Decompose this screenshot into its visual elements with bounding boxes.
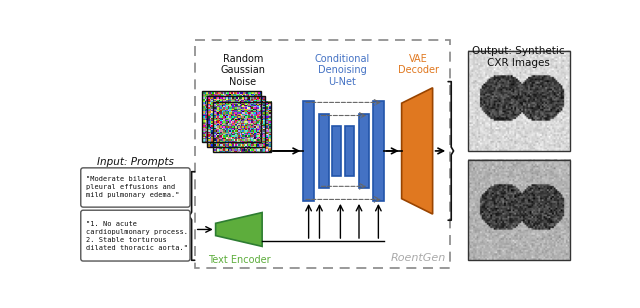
Bar: [207, 96, 265, 147]
Bar: [212, 102, 271, 152]
FancyBboxPatch shape: [81, 210, 190, 261]
Text: Text Encoder: Text Encoder: [207, 255, 270, 265]
Polygon shape: [216, 213, 262, 246]
Text: Output: Synthetic
CXR Images: Output: Synthetic CXR Images: [472, 46, 565, 68]
Bar: [303, 101, 314, 201]
Bar: [467, 160, 570, 260]
Text: Input: Prompts: Input: Prompts: [97, 157, 174, 167]
Bar: [359, 114, 369, 188]
FancyBboxPatch shape: [81, 168, 190, 207]
Text: "Moderate bilateral
pleural effusions and
mild pulmonary edema.": "Moderate bilateral pleural effusions an…: [86, 176, 180, 198]
Bar: [319, 114, 329, 188]
Text: Random
Gaussian
Noise: Random Gaussian Noise: [220, 54, 265, 87]
Polygon shape: [402, 88, 433, 214]
Text: RoentGen: RoentGen: [390, 253, 446, 263]
Bar: [345, 126, 355, 176]
Bar: [202, 91, 260, 142]
Text: VAE
Decoder: VAE Decoder: [398, 54, 439, 75]
Text: "1. No acute
cardiopulmonary process.
2. Stable torturous
dilated thoracic aorta: "1. No acute cardiopulmonary process. 2.…: [86, 221, 188, 251]
Bar: [467, 51, 570, 151]
Bar: [373, 101, 384, 201]
Bar: [195, 40, 451, 268]
Bar: [332, 126, 341, 176]
Text: Conditional
Denoising
U-Net: Conditional Denoising U-Net: [314, 54, 369, 87]
